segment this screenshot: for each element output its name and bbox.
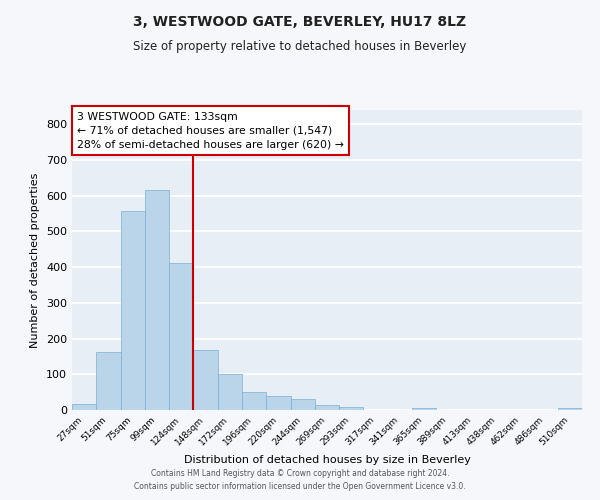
Bar (121, 210, 145, 410)
Text: 3, WESTWOOD GATE, BEVERLEY, HU17 8LZ: 3, WESTWOOD GATE, BEVERLEY, HU17 8LZ (133, 15, 467, 29)
X-axis label: Distribution of detached houses by size in Beverley: Distribution of detached houses by size … (184, 456, 470, 466)
Bar (218, 374, 242, 410)
Text: Contains public sector information licensed under the Open Government Licence v3: Contains public sector information licen… (134, 482, 466, 491)
Text: Contains HM Land Registry data © Crown copyright and database right 2024.: Contains HM Land Registry data © Crown c… (151, 468, 449, 477)
Bar (315, 405, 339, 410)
Bar (412, 408, 436, 410)
Y-axis label: Number of detached properties: Number of detached properties (31, 172, 40, 348)
Text: Size of property relative to detached houses in Beverley: Size of property relative to detached ho… (133, 40, 467, 53)
Bar (145, 190, 169, 410)
Bar (169, 262, 193, 410)
Bar (339, 407, 364, 410)
Bar (266, 396, 290, 410)
Bar (193, 350, 218, 410)
Bar (558, 408, 582, 410)
Bar (290, 400, 315, 410)
Text: 3 WESTWOOD GATE: 133sqm
← 71% of detached houses are smaller (1,547)
28% of semi: 3 WESTWOOD GATE: 133sqm ← 71% of detache… (77, 112, 344, 150)
Bar (96, 352, 121, 410)
Bar (72, 404, 96, 410)
Bar (242, 392, 266, 410)
